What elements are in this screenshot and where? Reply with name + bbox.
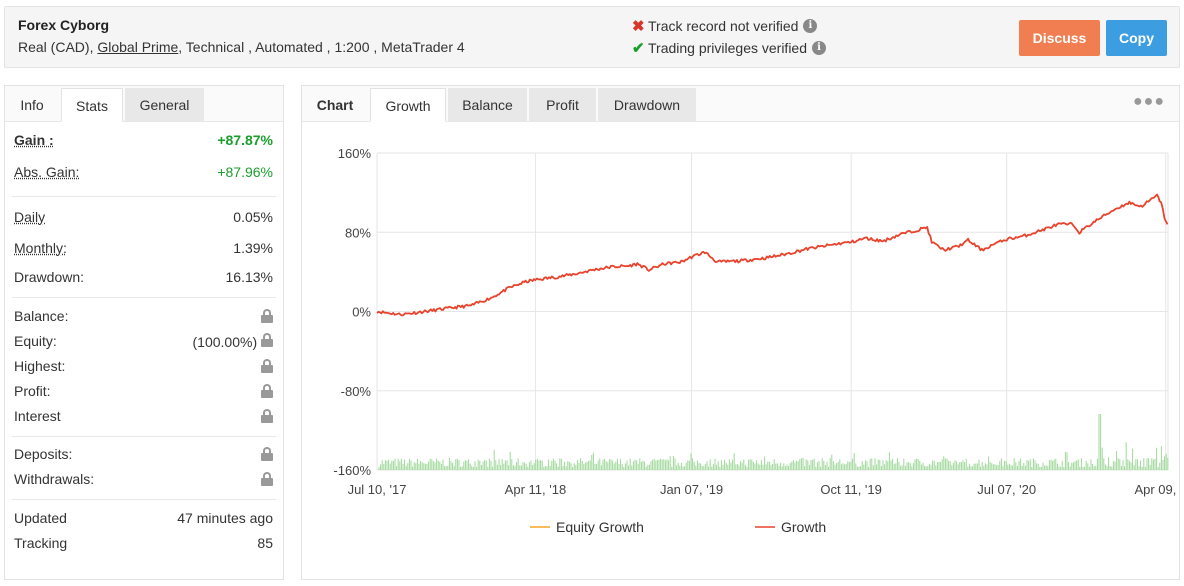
- track-record-status: ✖ Track record not verified i: [632, 17, 818, 35]
- trading-privileges-status: ✔ Trading privileges verified i: [632, 39, 826, 57]
- equity-percent: (100.00%): [192, 333, 258, 350]
- stat-value: 16.13%: [225, 269, 273, 285]
- stat-value: 0.05%: [233, 209, 273, 225]
- stat-profit: Profit:: [14, 381, 273, 401]
- x-tick-label: Jan 07, '19: [660, 482, 723, 497]
- stat-monthly: Monthly: 1.39%: [14, 238, 273, 258]
- stat-equity: Equity: (100.00%): [14, 331, 273, 351]
- stat-label: Interest: [14, 408, 61, 424]
- stat-label: Deposits:: [14, 446, 73, 462]
- stat-updated: Updated 47 minutes ago: [14, 508, 273, 528]
- system-header: Forex Cyborg Real (CAD), Global Prime, T…: [4, 6, 1180, 68]
- account-type: Real (CAD),: [18, 39, 94, 55]
- divider: [12, 499, 276, 500]
- divider: [12, 297, 276, 298]
- check-icon: ✔: [632, 40, 645, 57]
- system-details: Real (CAD), Global Prime, Technical , Au…: [18, 39, 465, 55]
- lock-icon: [261, 447, 273, 461]
- stat-label: Equity:: [14, 333, 57, 349]
- system-details-rest: , Technical , Automated , 1:200 , MetaTr…: [178, 39, 465, 55]
- lock-icon: [261, 332, 273, 347]
- stat-value: +87.96%: [217, 164, 273, 180]
- y-tick-label: -80%: [341, 384, 372, 399]
- x-tick-label: Oct 11, '19: [820, 482, 882, 497]
- info-icon[interactable]: i: [812, 41, 826, 55]
- lock-icon: [261, 409, 273, 423]
- stat-label: Highest:: [14, 358, 66, 374]
- stat-value: 1.39%: [233, 240, 273, 256]
- stat-label: Updated: [14, 510, 67, 526]
- y-tick-label: 0%: [352, 305, 371, 320]
- stat-highest: Highest:: [14, 356, 273, 376]
- y-tick-label: 160%: [338, 146, 372, 161]
- growth-series-line: [376, 193, 1169, 317]
- stat-label: Withdrawals:: [14, 471, 95, 487]
- tab-profit[interactable]: Profit: [529, 88, 596, 122]
- system-name: Forex Cyborg: [18, 17, 110, 33]
- lock-icon: [261, 472, 273, 486]
- stat-tracking: Tracking 85: [14, 533, 273, 553]
- tab-stats[interactable]: Stats: [61, 88, 123, 122]
- stat-label: Balance:: [14, 308, 69, 324]
- x-tick-label: Apr 09, '21: [1134, 482, 1179, 497]
- legend-label-equity: Equity Growth: [556, 519, 644, 535]
- tab-balance[interactable]: Balance: [448, 88, 527, 122]
- stat-label[interactable]: Daily: [14, 209, 46, 225]
- stat-interest: Interest: [14, 406, 273, 426]
- volume-bars: [378, 414, 1169, 470]
- x-tick-label: Apr 11, '18: [505, 482, 567, 497]
- stat-value: +87.87%: [217, 132, 273, 148]
- lock-icon: [261, 309, 273, 323]
- stat-label: Tracking: [14, 535, 68, 551]
- x-tick-label: Jul 10, '17: [348, 482, 407, 497]
- track-record-text: Track record not verified: [648, 18, 799, 34]
- chart-tabs-title: Chart: [316, 97, 354, 113]
- trading-privileges-text: Trading privileges verified: [648, 40, 807, 56]
- stat-value: 85: [257, 535, 273, 551]
- tab-growth[interactable]: Growth: [370, 88, 446, 122]
- divider: [12, 436, 276, 437]
- divider: [12, 196, 276, 197]
- tab-drawdown[interactable]: Drawdown: [598, 88, 696, 122]
- stat-deposits: Deposits:: [14, 444, 273, 464]
- chart-tabs: Chart Growth Balance Profit Drawdown ●●●: [302, 86, 1179, 122]
- stats-tabs: Info Stats General: [5, 86, 283, 122]
- tab-general[interactable]: General: [125, 88, 204, 122]
- info-icon[interactable]: i: [803, 19, 818, 33]
- copy-button[interactable]: Copy: [1106, 20, 1167, 56]
- stat-balance: Balance:: [14, 306, 273, 326]
- y-tick-label: 80%: [345, 225, 371, 240]
- y-tick-label: -160%: [333, 463, 371, 478]
- stat-drawdown: Drawdown: 16.13%: [14, 267, 273, 287]
- stat-label[interactable]: Monthly:: [14, 240, 67, 256]
- stat-abs-gain: Abs. Gain: +87.96%: [14, 162, 273, 182]
- legend-label-growth: Growth: [781, 519, 826, 535]
- more-options-icon[interactable]: ●●●: [1133, 93, 1165, 110]
- stat-label: Profit:: [14, 383, 51, 399]
- stat-gain: Gain : +87.87%: [14, 130, 273, 150]
- growth-chart: 160% 80% 0% -80% -160% Jul 10, '17 Apr 11, '18…: [333, 146, 1179, 535]
- stat-withdrawals: Withdrawals:: [14, 469, 273, 489]
- stat-daily: Daily 0.05%: [14, 207, 273, 227]
- tab-info[interactable]: Info: [20, 97, 44, 113]
- broker-link[interactable]: Global Prime: [97, 39, 179, 55]
- stat-label[interactable]: Gain :: [14, 132, 54, 148]
- x-tick-label: Jul 07, '20: [977, 482, 1036, 497]
- discuss-button[interactable]: Discuss: [1019, 20, 1100, 56]
- stat-label[interactable]: Abs. Gain:: [14, 164, 80, 180]
- chart-panel: Chart Growth Balance Profit Drawdown ●●●…: [301, 85, 1180, 580]
- stats-panel: Info Stats General Gain : +87.87% Abs. G…: [4, 85, 284, 580]
- lock-icon: [261, 359, 273, 373]
- stat-label: Drawdown:: [14, 269, 85, 285]
- cross-icon: ✖: [632, 18, 645, 35]
- lock-icon: [261, 384, 273, 398]
- stat-value: (100.00%): [192, 332, 273, 350]
- stat-value: 47 minutes ago: [177, 510, 273, 526]
